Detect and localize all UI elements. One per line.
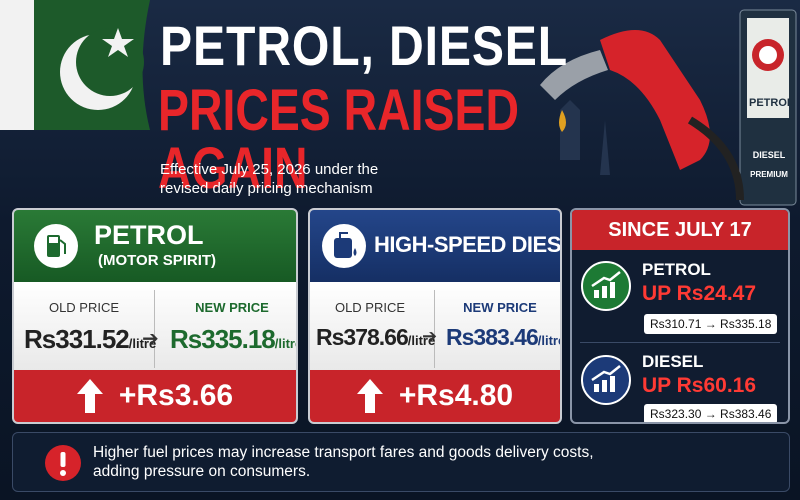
since-item-change: UP Rs24.47 [642, 282, 757, 305]
title: PETROL, DIESEL [160, 14, 569, 77]
old-label: OLD PRICE [48, 300, 120, 315]
new-label: NEW PRICE [463, 300, 537, 315]
since-item-change: UP Rs60.16 [642, 374, 757, 397]
card-header: HIGH-SPEED DIESEL [310, 210, 560, 282]
card-title: HIGH-SPEED DIESEL [374, 232, 561, 257]
since-title: SINCE JULY 17 [572, 210, 788, 250]
subtitle: Effective July 25, 2026 under the revise… [160, 161, 379, 197]
divider [434, 290, 435, 368]
notice-bar: Higher fuel prices may increase transpor… [12, 432, 790, 492]
divider [154, 290, 155, 368]
price-value: Rs335.18 [170, 324, 276, 354]
since-item-range: Rs323.30 → Rs383.46 [644, 404, 778, 422]
sign-brand: PETROL [749, 97, 794, 109]
arrow: ➔ [422, 326, 438, 346]
change-value: +Rs3.66 [118, 379, 234, 412]
old-price: Rs378.66/litre [316, 324, 435, 351]
up-arrow [76, 379, 103, 413]
price-card: PETROL (MOTOR SPIRIT) OLD PRICE NEW PRIC… [12, 208, 298, 424]
since-item-range: Rs310.71 → Rs335.18 [644, 314, 778, 334]
arrow: ➔ [142, 328, 159, 350]
card-subtitle: (MOTOR SPIRIT) [98, 252, 217, 269]
change-value: +Rs4.80 [398, 379, 514, 412]
since-item-name: DIESEL [642, 352, 704, 371]
change-bar: +Rs3.66 [14, 370, 296, 422]
new-label: NEW PRICE [195, 300, 269, 315]
notice-text: Higher fuel prices may increase transpor… [93, 444, 594, 480]
trend-icon [581, 355, 631, 405]
price-unit: /litre [537, 333, 560, 348]
since-item-name: PETROL [642, 260, 711, 279]
card-title: PETROL [94, 220, 204, 250]
card-body: OLD PRICE NEW PRICE Rs378.66/litre ➔ Rs3… [310, 282, 560, 374]
old-label: OLD PRICE [334, 300, 406, 315]
sign-row: DIESEL [752, 150, 786, 160]
sign-row: PREMIUM [750, 170, 788, 179]
new-price: Rs335.18/litre [170, 324, 296, 355]
price-value: Rs331.52 [24, 324, 130, 354]
trend-icon [581, 261, 631, 311]
price-unit: /litre [128, 336, 157, 351]
price-value: Rs383.46 [446, 324, 539, 350]
old-price: Rs331.52/litre [24, 324, 156, 355]
fuel-icon [34, 224, 78, 268]
title: PRICES RAISED AGAIN [158, 78, 519, 201]
price-card: HIGH-SPEED DIESEL OLD PRICE NEW PRICE Rs… [308, 208, 562, 424]
card-body: OLD PRICE NEW PRICE Rs331.52/litre ➔ Rs3… [14, 282, 296, 374]
price-unit: /litre [274, 336, 296, 351]
up-arrow [356, 379, 383, 413]
change-bar: +Rs4.80 [310, 370, 560, 422]
background-art [0, 0, 797, 206]
card-header: PETROL (MOTOR SPIRIT) [14, 210, 296, 282]
divider [580, 342, 780, 343]
price-value: Rs378.66 [316, 324, 409, 350]
new-price: Rs383.46/litre [446, 324, 560, 351]
fuel-icon [322, 224, 366, 268]
price-unit: /litre [407, 333, 436, 348]
since-card: SINCE JULY 17 PETROL UP Rs24.47 Rs310.71… [570, 208, 790, 424]
alert-icon [45, 445, 81, 481]
